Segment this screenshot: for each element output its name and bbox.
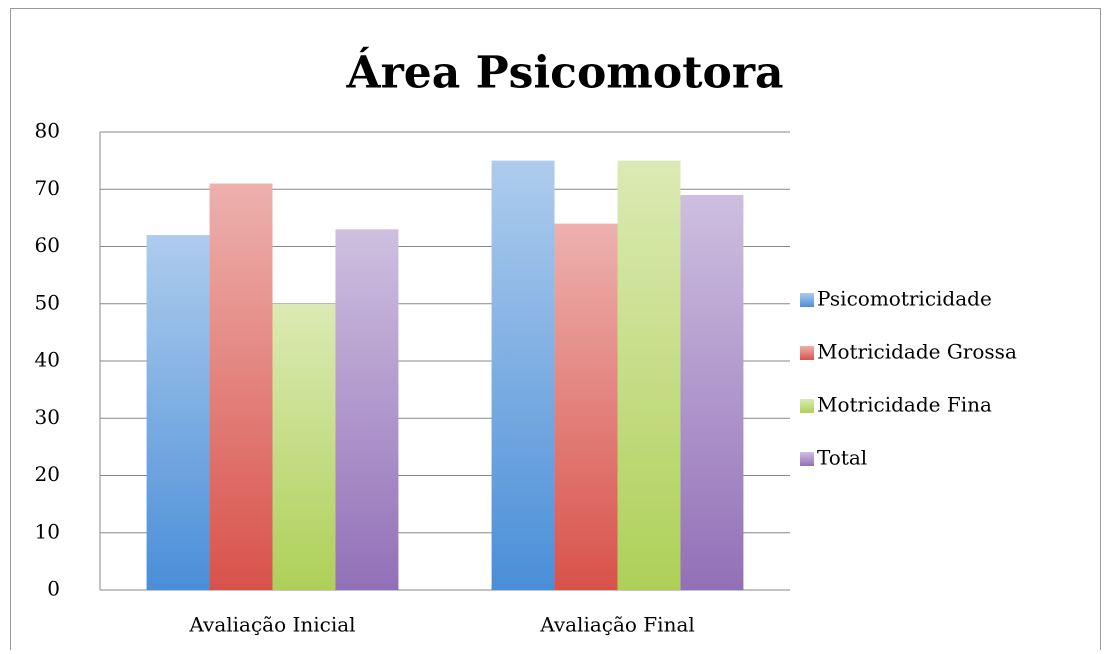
legend-label: Psicomotricidade [817, 287, 992, 311]
chart-title: Área Psicomotora [345, 46, 783, 99]
bar [554, 223, 618, 590]
y-tick-label: 80 [35, 119, 60, 143]
legend-swatch [800, 293, 814, 307]
legend-swatch [800, 399, 814, 413]
y-tick-label: 60 [35, 233, 60, 257]
chart-frame [10, 8, 1101, 650]
x-tick-label: Avaliação Inicial [188, 613, 355, 637]
bar [680, 194, 744, 590]
y-tick-label: 10 [35, 519, 60, 543]
bar [617, 160, 681, 590]
bar [146, 235, 210, 591]
bar [272, 303, 336, 590]
y-tick-label: 30 [35, 405, 60, 429]
legend-swatch [800, 452, 814, 466]
legend-swatch [800, 346, 814, 360]
y-tick-label: 50 [35, 290, 60, 314]
legend-label: Total [817, 446, 867, 470]
x-tick-label: Avaliação Final [539, 613, 695, 637]
legend-label: Motricidade Grossa [817, 340, 1017, 364]
y-tick-label: 0 [47, 577, 60, 601]
y-tick-label: 40 [35, 348, 60, 372]
bar [491, 160, 555, 590]
legend-label: Motricidade Fina [817, 393, 992, 417]
y-tick-label: 20 [35, 462, 60, 486]
y-tick-label: 70 [35, 176, 60, 200]
bar [335, 229, 399, 590]
bar [209, 183, 273, 590]
